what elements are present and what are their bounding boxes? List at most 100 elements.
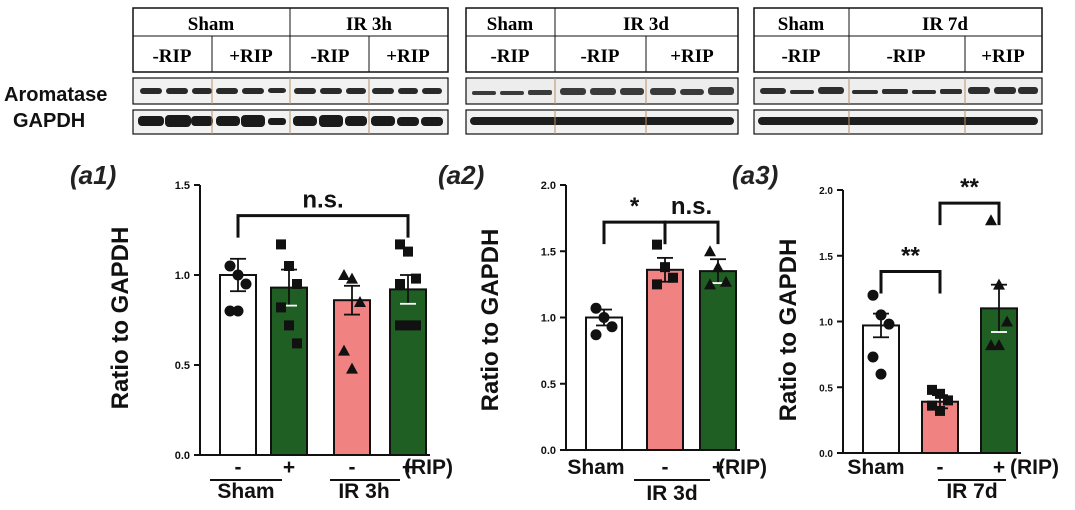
y-tick-label: 1.5: [819, 252, 833, 263]
blot-image-aromatase: [753, 77, 1043, 105]
blot-subheader: -RIP: [580, 46, 619, 67]
data-point: [935, 388, 945, 399]
data-point: [403, 320, 413, 331]
data-point: [704, 245, 716, 257]
data-point: [652, 239, 662, 250]
data-point: [276, 302, 286, 313]
significance-bracket: [236, 214, 410, 238]
data-point: [867, 351, 879, 363]
blot-subheader: -RIP: [781, 46, 820, 67]
data-point: [284, 261, 294, 271]
blot-subheader: -RIP: [152, 46, 191, 67]
x-suffix-label: (RIP): [718, 456, 767, 479]
blot-label-gapdh: GAPDH: [13, 110, 85, 132]
blot-subheader: +RIP: [981, 46, 1025, 67]
blot-image-aromatase: [465, 77, 739, 105]
x-category-label: +: [283, 456, 295, 479]
y-tick-label: 0.0: [541, 445, 556, 457]
data-point: [993, 339, 1005, 351]
data-point: [875, 368, 887, 380]
y-tick-label: 0.0: [819, 449, 833, 460]
blot-subheader: +RIP: [229, 46, 273, 67]
x-category-label: +: [402, 456, 414, 479]
data-point: [292, 338, 302, 349]
blot-image-gapdh: [753, 109, 1043, 135]
bar: [862, 324, 900, 455]
data-point: [292, 279, 302, 289]
data-point: [395, 320, 405, 331]
y-tick-label: 0.5: [175, 360, 190, 372]
data-point: [338, 269, 350, 280]
data-point: [943, 395, 953, 406]
y-tick-label: 1.0: [175, 270, 190, 282]
data-point: [927, 400, 937, 411]
blot-panel-2: Sham IR 3d -RIP -RIP +RIP: [465, 7, 739, 135]
data-point: [935, 405, 945, 416]
data-point: [276, 239, 286, 250]
x-suffix-label: (RIP): [404, 456, 453, 479]
data-point: [224, 260, 236, 272]
chart-a2: 0.0 0.5 1.0 1.5 2.0 Ratio to GAPDH Sham - +(RIP)…: [477, 180, 767, 505]
data-point: [867, 289, 879, 301]
x-group-label: Sham: [217, 480, 274, 503]
data-point: [284, 320, 294, 331]
y-tick-label: 0.0: [175, 450, 190, 462]
y-axis-label: Ratio to GAPDH: [107, 227, 134, 410]
data-point: [883, 318, 895, 330]
y-tick-label: 0.5: [541, 379, 556, 391]
blot-label-aromatase: Aromatase: [4, 84, 107, 106]
blot-subheader: -RIP: [310, 46, 349, 67]
blot-subheader: +RIP: [670, 46, 714, 67]
y-axis-label: Ratio to GAPDH: [477, 229, 504, 412]
data-point: [606, 321, 618, 333]
panel-label-a1: (a1): [70, 160, 116, 190]
bar: [270, 286, 308, 456]
x-group-label: IR 7d: [946, 480, 997, 503]
data-point: [338, 344, 350, 356]
significance-label: n.s.: [671, 193, 712, 220]
data-point: [240, 278, 252, 290]
data-point: [411, 273, 421, 284]
bar: [389, 288, 427, 456]
blot-image-gapdh: [465, 109, 739, 135]
significance-label: **: [901, 243, 920, 270]
panel-label-a2: (a2): [438, 160, 484, 190]
y-tick-label: 1.5: [175, 180, 190, 192]
bar: [333, 299, 371, 457]
x-category-label: Sham: [847, 456, 904, 479]
data-point: [704, 278, 716, 290]
data-point: [1001, 315, 1013, 327]
x-category-label: -: [662, 456, 669, 479]
x-category-label: Sham: [567, 456, 624, 479]
data-point: [668, 272, 678, 283]
x-category-label: -: [349, 456, 356, 479]
data-point: [346, 272, 358, 284]
blot-subheader: -RIP: [886, 46, 925, 67]
blot-panel-3: Sham IR 7d -RIP -RIP +RIP: [753, 7, 1043, 135]
data-point: [985, 339, 997, 351]
significance-bracket: [663, 220, 720, 245]
data-point: [720, 275, 732, 287]
blot-subheader: +RIP: [386, 46, 430, 67]
data-point: [875, 309, 887, 321]
y-tick-label: 0.5: [819, 383, 833, 394]
blot-subheader: -RIP: [490, 46, 529, 67]
x-category-label: -: [235, 456, 242, 479]
data-point: [232, 269, 244, 281]
data-point: [354, 296, 366, 307]
blot-panel-1: Sham IR 3h -RIP +RIP -RIP +RIP: [132, 7, 449, 135]
significance-label: *: [630, 193, 640, 220]
data-point: [395, 279, 405, 289]
significance-label: **: [960, 174, 979, 201]
data-point: [224, 305, 236, 317]
data-point: [993, 278, 1005, 290]
y-tick-label: 1.5: [541, 246, 556, 258]
significance-label: n.s.: [302, 187, 343, 214]
data-point: [927, 384, 937, 395]
bar: [646, 268, 684, 451]
data-point: [590, 302, 602, 314]
blot-header-sham: Sham: [188, 14, 235, 35]
x-suffix-label: (RIP): [1010, 456, 1059, 479]
chart-a3: 0.0 0.5 1.0 1.5 2.0 Ratio to GAPDH Sham - + (RIP)…: [775, 174, 1059, 503]
